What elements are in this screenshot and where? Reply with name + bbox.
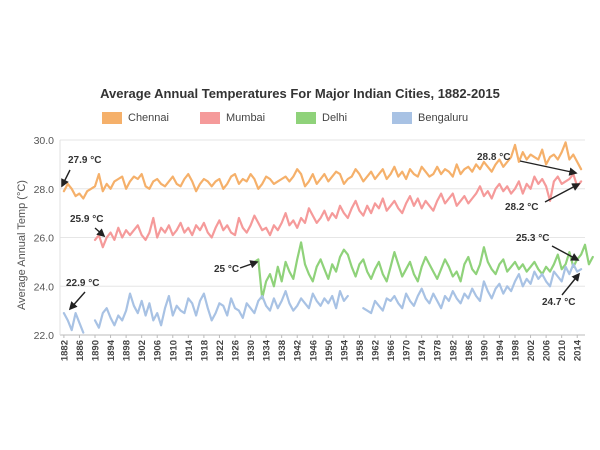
x-tick-label: 2010 — [557, 340, 568, 361]
legend-label-chennai: Chennai — [128, 112, 169, 124]
legend-label-bengaluru: Bengaluru — [418, 112, 469, 124]
legend-swatch-chennai — [102, 112, 122, 124]
x-tick-label: 1950 — [324, 340, 335, 361]
legend-label-mumbai: Mumbai — [226, 112, 266, 124]
annotation-label-mumbai: 25.9 °C — [70, 214, 103, 225]
x-tick-label: 1978 — [433, 340, 444, 361]
x-tick-label: 2002 — [526, 340, 537, 361]
x-tick-label: 1986 — [464, 340, 475, 361]
x-tick-label: 1966 — [386, 340, 397, 361]
y-tick-label: 28.0 — [34, 184, 55, 196]
x-tick-label: 1910 — [168, 340, 179, 361]
series-line-bengaluru[interactable] — [62, 263, 583, 334]
x-tick-label: 1890 — [91, 340, 102, 361]
legend-item-chennai[interactable]: Chennai — [102, 112, 169, 124]
x-tick-label: 1906 — [153, 340, 164, 361]
annotation-label-delhi: 25 °C — [214, 264, 239, 275]
x-tick-label: 1886 — [75, 340, 86, 361]
y-tick-label: 26.0 — [34, 233, 55, 245]
legend-item-mumbai[interactable]: Mumbai — [200, 112, 265, 124]
x-tick-label: 1930 — [246, 340, 257, 361]
x-tick-label: 1962 — [371, 340, 382, 361]
legend-swatch-mumbai — [200, 112, 220, 124]
annotation-arrow-chennai — [519, 160, 578, 176]
x-tick-label: 1926 — [231, 340, 242, 361]
x-tick-label: 1942 — [293, 340, 304, 361]
x-tick-label: 1990 — [479, 340, 490, 361]
x-tick-label: 1998 — [511, 340, 522, 361]
x-tick-label: 1982 — [448, 340, 459, 361]
annotation-label-bengaluru: 22.9 °C — [66, 278, 99, 289]
annotation-label-chennai: 27.9 °C — [68, 155, 101, 166]
x-tick-label: 1994 — [495, 339, 506, 361]
x-tick-label: 2014 — [573, 339, 584, 361]
y-tick-label: 24.0 — [34, 281, 55, 293]
x-tick-label: 1898 — [122, 340, 133, 361]
annotation-label-mumbai: 28.2 °C — [505, 202, 538, 213]
legend-item-bengaluru[interactable]: Bengaluru — [392, 112, 468, 124]
series-line-chennai[interactable] — [62, 141, 583, 200]
annotation-label-delhi: 25.3 °C — [516, 233, 549, 244]
x-tick-label: 1902 — [137, 340, 148, 361]
legend-item-delhi[interactable]: Delhi — [296, 112, 347, 124]
x-tick-label: 1914 — [184, 339, 195, 361]
x-tick-label: 1974 — [417, 339, 428, 361]
legend-swatch-bengaluru — [392, 112, 412, 124]
legend: Chennai Mumbai Delhi Bengaluru — [0, 112, 600, 132]
x-tick-label: 1954 — [339, 339, 350, 361]
annotation-arrow-mumbai — [544, 183, 581, 203]
annotation-label-bengaluru: 24.7 °C — [542, 297, 575, 308]
chart-title: Average Annual Temperatures For Major In… — [100, 86, 500, 101]
x-tick-label: 2006 — [542, 340, 553, 361]
annotation-label-chennai: 28.8 °C — [477, 152, 510, 163]
x-tick-label: 1958 — [355, 340, 366, 361]
annotation-arrow-bengaluru — [68, 291, 86, 311]
annotation-arrow-chennai — [61, 169, 71, 188]
legend-swatch-delhi — [296, 112, 316, 124]
annotation-arrow-delhi — [239, 260, 259, 269]
x-tick-label: 1882 — [59, 340, 70, 361]
series-line-delhi[interactable] — [253, 241, 594, 300]
x-tick-label: 1922 — [215, 340, 226, 361]
y-tick-label: 30.0 — [34, 135, 55, 147]
x-tick-label: 1970 — [402, 340, 413, 361]
legend-label-delhi: Delhi — [322, 112, 348, 124]
x-tick-label: 1934 — [262, 339, 273, 361]
x-tick-label: 1946 — [308, 340, 319, 361]
x-tick-label: 1918 — [199, 340, 210, 361]
y-axis-label: Average Annual Temp (°C) — [16, 180, 28, 310]
series-line-mumbai[interactable] — [93, 173, 583, 249]
x-tick-label: 1894 — [106, 339, 117, 361]
annotation-arrow-delhi — [551, 245, 580, 261]
x-tick-label: 1938 — [277, 340, 288, 361]
annotation-arrow-mumbai — [94, 227, 106, 238]
annotation-arrow-bengaluru — [561, 272, 581, 296]
y-tick-label: 22.0 — [34, 330, 55, 342]
